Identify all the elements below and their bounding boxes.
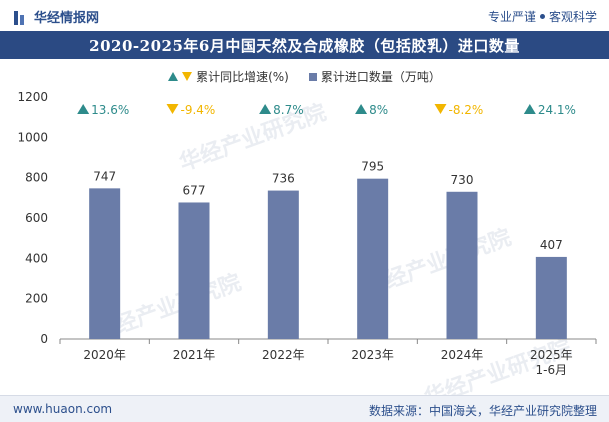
- top-bar: 华经情报网 专业严谨 客观科学: [0, 0, 609, 31]
- bar: [89, 188, 121, 339]
- y-tick-label: 600: [25, 211, 48, 225]
- x-tick-label: 2020年: [83, 348, 126, 362]
- x-tick-label: 2024年: [441, 348, 484, 362]
- growth-label: -8.2%: [449, 103, 484, 117]
- title-bar: 2020-2025年6月中国天然及合成橡胶（包括胶乳）进口数量: [0, 31, 609, 59]
- y-tick-label: 1000: [17, 130, 48, 144]
- triangle-down-icon: [182, 72, 193, 81]
- bar: [178, 202, 210, 339]
- slogan-right: 客观科学: [548, 10, 597, 24]
- growth-label: 13.6%: [91, 103, 129, 117]
- growth-label: -9.4%: [181, 103, 216, 117]
- legend-volume-label: 累计进口数量（万吨）: [320, 70, 441, 84]
- website-link[interactable]: www.huaon.com: [13, 402, 113, 416]
- y-tick-label: 800: [25, 171, 48, 185]
- triangle-up-icon: [168, 72, 179, 81]
- triangle-down-icon: [434, 104, 447, 114]
- x-tick-label: 2022年: [262, 348, 305, 362]
- logo-icon: [14, 9, 28, 25]
- triangle-up-icon: [259, 104, 272, 114]
- growth-label: 24.1%: [538, 103, 576, 117]
- slogan: 专业严谨 客观科学: [488, 8, 597, 25]
- square-icon: [308, 72, 317, 81]
- x-tick-label: 2023年: [351, 348, 394, 362]
- legend-volume: 累计进口数量（万吨）: [308, 68, 441, 85]
- y-tick-label: 200: [25, 292, 48, 306]
- bar-chart: 0 200 400 600 800 1000 1200 747 13.6% 2020年 677 -9.…: [17, 90, 597, 377]
- bar: [535, 256, 567, 339]
- y-tick-label: 1200: [17, 90, 48, 104]
- triangle-up-icon: [523, 104, 536, 114]
- legend-growth: 累计同比增速(%): [168, 68, 289, 85]
- bar-value-label: 747: [93, 169, 116, 183]
- bar-value-label: 795: [361, 160, 384, 174]
- growth-label: 8%: [369, 103, 388, 117]
- bar-value-label: 407: [540, 238, 563, 252]
- bar-value-label: 677: [183, 183, 206, 197]
- dot-icon: [539, 14, 545, 19]
- triangle-up-icon: [77, 104, 90, 114]
- bar-value-label: 736: [272, 172, 295, 186]
- bar: [446, 191, 478, 339]
- y-tick-label: 0: [40, 332, 48, 346]
- x-tick-label: 2025年: [530, 348, 573, 362]
- source-note: 数据来源：中国海关，华经产业研究院整理: [368, 404, 597, 418]
- chart-title: 2020-2025年6月中国天然及合成橡胶（包括胶乳）进口数量: [89, 36, 520, 55]
- footer: www.huaon.com 数据来源：中国海关，华经产业研究院整理: [0, 395, 609, 422]
- brand[interactable]: 华经情报网: [14, 7, 99, 26]
- bar-value-label: 730: [451, 173, 474, 187]
- slogan-left: 专业严谨: [487, 10, 536, 24]
- triangle-up-icon: [355, 104, 368, 114]
- y-tick-label: 400: [25, 251, 48, 265]
- x-tick-label: 2021年: [173, 348, 216, 362]
- brand-name: 华经情报网: [34, 11, 100, 26]
- bar: [267, 190, 299, 339]
- legend: 累计同比增速(%) 累计进口数量（万吨）: [0, 68, 609, 85]
- triangle-down-icon: [166, 104, 179, 114]
- x-tick-label: 1-6月: [536, 363, 568, 377]
- legend-growth-label: 累计同比增速(%): [196, 70, 289, 84]
- growth-label: 8.7%: [273, 103, 304, 117]
- bar: [357, 178, 389, 339]
